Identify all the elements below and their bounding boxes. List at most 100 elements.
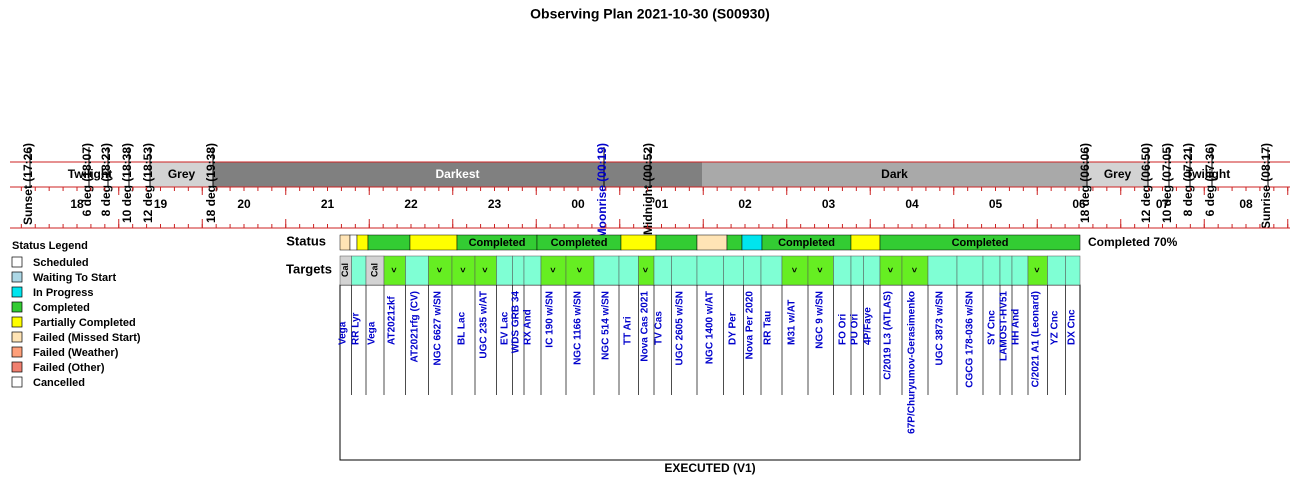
target-cell (807, 255, 834, 286)
band (30, 162, 150, 187)
target-marker: < (435, 267, 445, 272)
title: Observing Plan 2021-10-30 (S00930) (530, 6, 770, 22)
hour-label: 01 (655, 197, 669, 211)
target-name: IC 190 w/SN (545, 291, 556, 348)
target-cell (496, 255, 513, 286)
target-cell (405, 255, 429, 286)
target-cell (833, 255, 852, 286)
status-segment (726, 234, 743, 251)
target-name: TV Cas (654, 311, 665, 345)
target-name: DY Per (728, 312, 739, 345)
target-name: Nova Cas 2021 (640, 291, 651, 362)
hour-label: 20 (237, 197, 251, 211)
target-name: C/2021 A1 (Leonard) (1031, 291, 1042, 387)
target-cell (850, 255, 864, 286)
event-label: 8 deg (07:21) (1181, 143, 1195, 216)
target-cell (927, 255, 958, 286)
target-name: Nova Per 2020 (745, 291, 756, 360)
band (213, 162, 702, 187)
event-label: 10 deg (18:38) (120, 143, 134, 223)
target-cell (1011, 255, 1029, 286)
target-name: AT2021zkf (387, 296, 398, 345)
target-marker: < (909, 267, 919, 272)
target-name: CGCG 178-036 w/SN (965, 291, 976, 388)
target-name: PU Ori (850, 314, 861, 345)
target-cell (351, 255, 367, 286)
target-name: NGC 6627 w/SN (433, 291, 444, 365)
event-label: 12 deg (06:50) (1139, 143, 1153, 223)
target-cell (760, 255, 783, 286)
status-segment-label: Completed (551, 237, 608, 249)
target-marker: < (789, 267, 799, 272)
target-name: EV Lac (500, 311, 511, 345)
target-name: M31 w/AT (787, 300, 798, 345)
target-name: RR Lyr (351, 312, 362, 345)
legend-swatch (11, 256, 23, 268)
target-marker: < (480, 267, 490, 272)
hour-label: 08 (1239, 197, 1253, 211)
event-label: 6 deg (18:07) (80, 143, 94, 216)
status-segment (655, 234, 698, 251)
event-label: Sunset (17:26) (21, 143, 35, 225)
target-cell (743, 255, 762, 286)
target-name: 67P/Churyumov-Gerasimenko (907, 291, 918, 434)
target-name: SY Cnc (987, 310, 998, 345)
target-cell (593, 255, 620, 286)
hour-label: 19 (154, 197, 168, 211)
legend-swatch (11, 376, 23, 388)
hour-label: 03 (822, 197, 836, 211)
status-segment (850, 234, 881, 251)
target-marker: < (548, 267, 558, 272)
target-marker: < (641, 267, 651, 272)
target-name: NGC 514 w/SN (601, 291, 612, 360)
status-segment-label: Completed (469, 237, 526, 249)
targets-label: Targets (286, 261, 332, 276)
target-name: WDS GRB 34 (511, 291, 522, 354)
hour-label: 02 (738, 197, 752, 211)
event-label: 18 deg (06:06) (1078, 143, 1092, 223)
target-name: UGC 235 w/AT (479, 291, 490, 359)
target-name: YZ Cnc (1050, 310, 1061, 345)
band-label: Twilight (1186, 167, 1230, 181)
status-segment (356, 234, 369, 251)
band-label: Twilight (68, 167, 112, 181)
target-cell (999, 255, 1013, 286)
target-name: FO Ori (838, 314, 849, 345)
completion: Completed 70% (1088, 235, 1178, 249)
target-name: RX And (523, 309, 534, 345)
band (150, 162, 213, 187)
event-label: Midnight (00:52) (641, 143, 655, 235)
target-name: LAMOST-HV51 (999, 291, 1010, 361)
event-label: 8 deg (18:23) (99, 143, 113, 216)
legend-label: Failed (Weather) (33, 347, 119, 359)
status-segment (367, 234, 411, 251)
target-cell (618, 255, 639, 286)
target-cell (653, 255, 672, 286)
band-label: Grey (1104, 167, 1132, 181)
target-name: UGC 2605 w/SN (675, 291, 686, 365)
target-cell (523, 255, 542, 286)
legend-label: Cancelled (33, 377, 85, 389)
band-label: Darkest (435, 167, 479, 181)
band (1087, 162, 1148, 187)
hour-label: 06 (1072, 197, 1086, 211)
target-marker: Cal (340, 263, 350, 277)
status-label: Status (286, 233, 326, 248)
target-name: C/2019 L3 (ATLAS) (883, 291, 894, 380)
target-marker: < (1032, 267, 1042, 272)
legend-swatch (11, 346, 23, 358)
target-marker: < (458, 267, 468, 272)
hour-label: 23 (488, 197, 502, 211)
target-marker: < (574, 267, 584, 272)
legend-swatch (11, 331, 23, 343)
status-segment-label: Completed (778, 237, 835, 249)
legend-label: Completed (33, 302, 90, 314)
target-name: HH And (1011, 309, 1022, 345)
target-name: TT Ari (623, 316, 634, 345)
legend-label: Scheduled (33, 257, 89, 269)
hour-label: 04 (905, 197, 919, 211)
status-segment (349, 234, 358, 251)
legend-swatch (11, 301, 23, 313)
status-segment (696, 234, 728, 251)
